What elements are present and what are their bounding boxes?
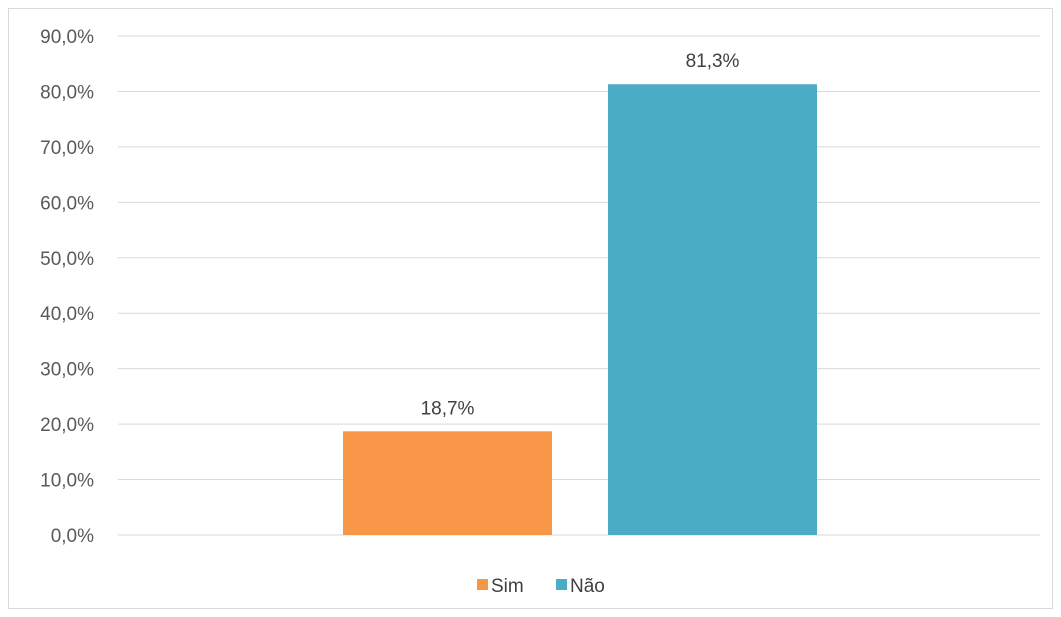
y-tick-label: 70,0% [40,138,94,159]
bar-nao [608,84,817,535]
y-tick-label: 40,0% [40,304,94,325]
y-tick-label: 30,0% [40,360,94,381]
y-tick-label: 20,0% [40,415,94,436]
legend-swatch [477,579,488,590]
y-tick-label: 10,0% [40,471,94,492]
y-tick-label: 60,0% [40,193,94,214]
legend-label: Não [570,576,605,597]
legend-label: Sim [491,576,524,597]
gridlines [118,36,1040,535]
y-tick-label: 0,0% [51,526,94,547]
legend: Sim Não [477,576,605,597]
y-axis-ticks: 0,0% 10,0% 20,0% 30,0% 40,0% 50,0% 60,0% 70,0% 8… [40,27,94,547]
y-tick-label: 80,0% [40,82,94,103]
data-label: 18,7% [421,398,475,419]
data-label: 81,3% [686,51,740,72]
y-tick-label: 90,0% [40,27,94,48]
bars [343,84,817,535]
y-tick-label: 50,0% [40,249,94,270]
bar-sim [343,431,552,535]
legend-swatch [556,579,567,590]
